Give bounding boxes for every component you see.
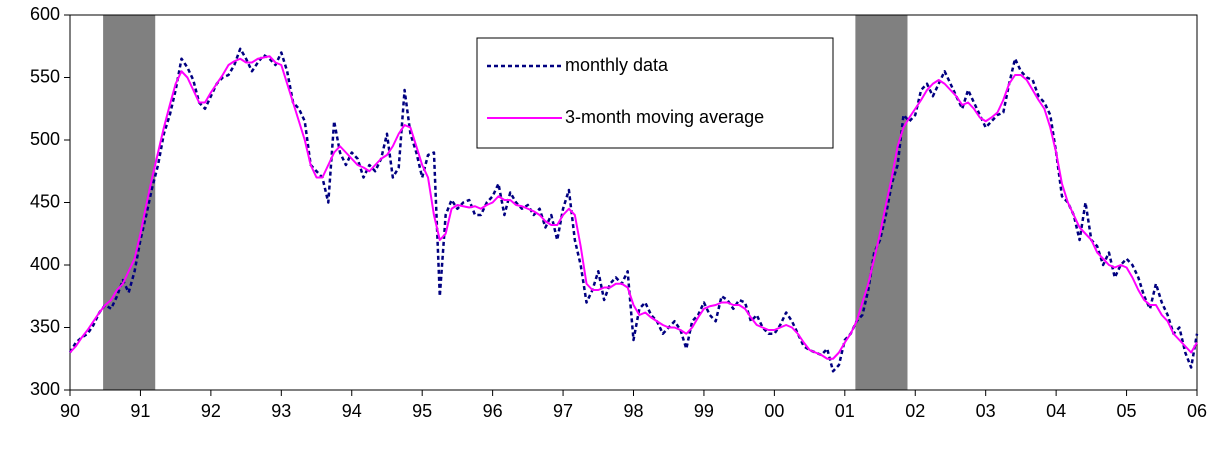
legend-box [476,37,834,149]
y-tick-label: 300 [30,379,60,399]
y-tick-label: 400 [30,254,60,274]
x-tick-label: 98 [623,401,643,421]
x-tick-label: 95 [412,401,432,421]
x-tick-label: 01 [835,401,855,421]
recession-band [855,15,908,390]
x-tick-label: 93 [271,401,291,421]
x-tick-label: 97 [553,401,573,421]
series-line [69,55,1198,360]
x-tick-label: 06 [1187,401,1207,421]
x-tick-label: 05 [1117,401,1137,421]
x-tick-label: 92 [201,401,221,421]
x-tick-label: 94 [342,401,362,421]
x-tick-label: 03 [976,401,996,421]
x-tick-label: 00 [764,401,784,421]
x-tick-label: 99 [694,401,714,421]
x-tick-label: 96 [483,401,503,421]
x-tick-label: 04 [1046,401,1066,421]
legend-label: monthly data [565,55,669,75]
y-tick-label: 500 [30,129,60,149]
x-tick-label: 90 [60,401,80,421]
y-tick-label: 600 [30,4,60,24]
legend-label: 3-month moving average [565,107,764,127]
y-tick-label: 450 [30,191,60,211]
x-tick-label: 02 [905,401,925,421]
x-tick-label: 91 [130,401,150,421]
y-tick-label: 350 [30,316,60,336]
y-tick-label: 550 [30,66,60,86]
